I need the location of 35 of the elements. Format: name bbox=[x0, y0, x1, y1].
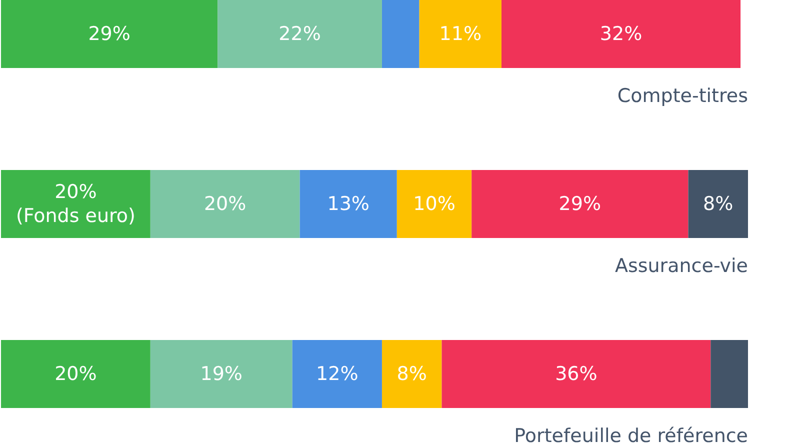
bar bbox=[1, 170, 150, 238]
bar bbox=[1, 0, 218, 68]
y-tick-label: Portefeuille de référence bbox=[514, 425, 748, 444]
data-label: 20% bbox=[54, 363, 97, 385]
data-label: 32% bbox=[600, 23, 642, 45]
bar bbox=[501, 0, 741, 68]
data-label: 10% bbox=[413, 193, 456, 215]
bar bbox=[396, 170, 472, 238]
data-label: 8% bbox=[396, 363, 427, 385]
bar bbox=[442, 340, 711, 408]
bar bbox=[300, 170, 397, 238]
bar bbox=[218, 0, 382, 68]
data-label: 12% bbox=[316, 363, 358, 385]
data-label: 20% (Fonds euro) bbox=[16, 181, 136, 227]
y-tick-label: Compte-titres bbox=[617, 85, 748, 107]
data-label: 36% bbox=[555, 363, 598, 385]
bar bbox=[419, 0, 502, 68]
bar bbox=[1, 340, 150, 408]
data-label: 11% bbox=[439, 23, 482, 45]
bar bbox=[382, 0, 420, 68]
bar bbox=[710, 340, 748, 408]
data-label: 13% bbox=[327, 193, 370, 215]
bar bbox=[150, 170, 300, 238]
y-tick-label: Assurance-vie bbox=[614, 255, 748, 277]
data-label: 29% bbox=[88, 23, 130, 45]
data-label: 19% bbox=[200, 363, 242, 385]
bar bbox=[150, 340, 292, 408]
bar bbox=[382, 340, 442, 408]
data-label: 8% bbox=[703, 193, 734, 215]
bar bbox=[472, 170, 688, 238]
data-label: 20% bbox=[204, 193, 246, 215]
data-label: 22% bbox=[278, 23, 321, 45]
bar bbox=[688, 170, 748, 238]
data-label: 29% bbox=[558, 193, 602, 215]
bar bbox=[292, 340, 382, 408]
